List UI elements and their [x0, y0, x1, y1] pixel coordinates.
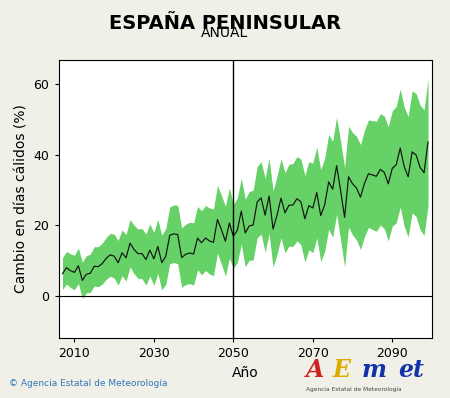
Text: m: m	[361, 358, 387, 382]
Text: ESPAÑA PENINSULAR: ESPAÑA PENINSULAR	[109, 14, 341, 33]
Text: E: E	[333, 358, 351, 382]
Text: et: et	[398, 358, 424, 382]
X-axis label: Año: Año	[232, 366, 259, 380]
Text: Agencia Estatal de Meteorología: Agencia Estatal de Meteorología	[306, 386, 401, 392]
Text: A: A	[306, 358, 324, 382]
Text: ANUAL: ANUAL	[202, 26, 248, 40]
Text: © Agencia Estatal de Meteorología: © Agencia Estatal de Meteorología	[9, 379, 167, 388]
Y-axis label: Cambio en días cálidos (%): Cambio en días cálidos (%)	[14, 105, 28, 293]
